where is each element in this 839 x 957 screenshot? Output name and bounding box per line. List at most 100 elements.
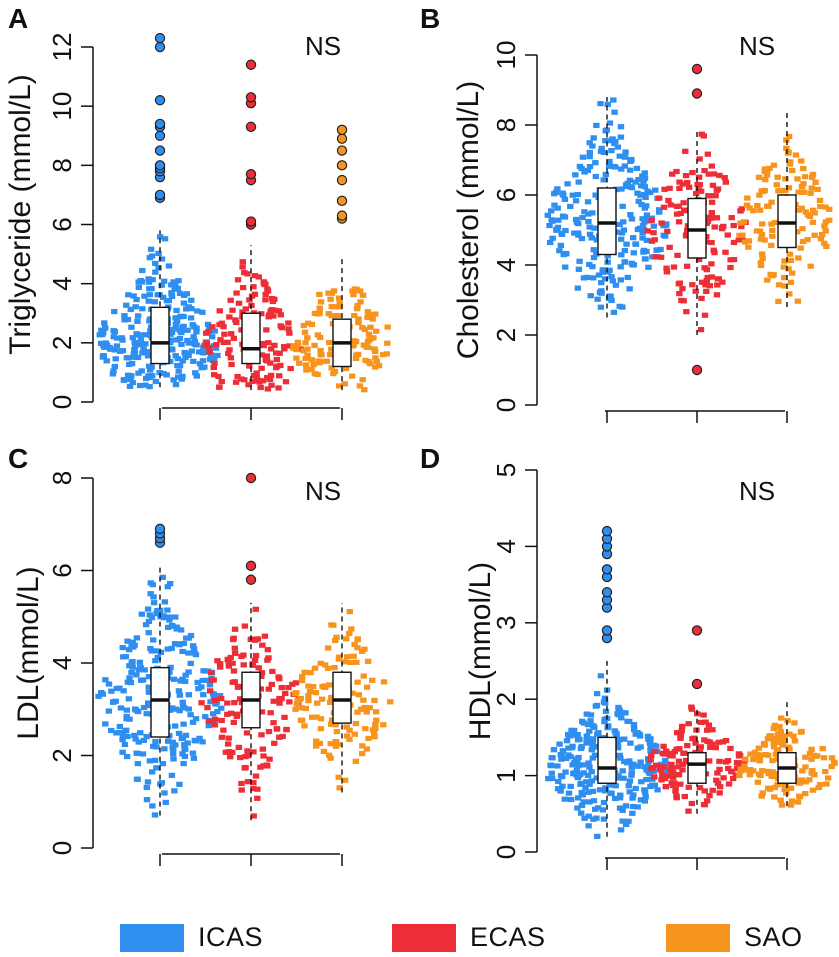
panel-a-icas-point [167,337,174,343]
panel-c-icas-point [190,755,198,761]
panel-c-sao-point [308,714,316,720]
panel-c-icas-point [161,599,169,605]
panel-d-letter: D [420,443,440,474]
panel-b-ecas-point [676,179,683,185]
panel-a-ecas-point [228,331,235,337]
panel-a-sao-point [335,304,343,310]
panel-c-sao-point [361,646,368,652]
panel-b-icas-point [602,138,609,144]
panel-c-sao-point [348,626,355,632]
panel-b-sao-point [736,232,743,239]
panel-b-sao-point [755,174,763,180]
panel-d-sao-point [769,757,776,764]
panel-b-icas-point [621,247,629,254]
panel-c-annotation: NS [305,476,341,506]
panel-c-ecas-point [214,658,221,664]
panel-a-icas-point [170,377,177,383]
panel-d-ecas-point [715,739,722,745]
panel-c-icas-point [180,721,187,727]
panel-c-sao-point [317,726,325,732]
panel-d-sao-point [764,736,772,742]
legend-label-ecas: ECAS [470,922,546,952]
panel-d-icas-point [593,691,601,697]
panel-c-sao-point [325,682,333,688]
panel-d-icas-point [586,781,593,787]
panel-b-icas-point [560,251,567,258]
panel-a-sao-point [366,312,373,318]
legend-item-ecas: ECAS [392,922,546,953]
panel-c-icas-point [143,797,151,803]
panel-d-icas-point [647,783,654,790]
panel-a-icas-outlier [154,41,166,53]
panel-a-ecas-point [270,313,277,319]
panel-c-sao-point [316,740,323,746]
panel-b-sao-point [794,298,802,304]
panel-b-ecas-point [727,264,734,271]
panel-a-icas-point [173,318,181,324]
panel-a-icas-point [114,335,121,341]
panel-c-ecas-point [229,660,236,666]
panel-c-sao-point [358,751,366,757]
panel-b-sao-point [737,220,744,226]
panel-b-sao-point [798,205,806,211]
panel-d-sao-point [760,740,768,747]
panel-b-icas-point [586,231,594,237]
panel-d-icas-point [590,798,598,804]
panel-d-ecas-point [705,722,713,728]
panel-d-icas-point [561,796,568,802]
panel-b-sao-point [798,183,806,190]
panel-a-ecas-point [246,297,253,303]
panel-c-sao-point [311,665,319,671]
panel-d-ecas-point [700,801,708,808]
panel-a-icas-point [146,384,153,390]
panel-c-ecas-point [225,663,233,669]
panel-c-icas-point [196,735,203,741]
panel-c-icas-point [119,732,127,738]
panel-d-ecas-point [651,774,658,780]
panel-a-sao-point [351,286,359,292]
panel-c-ecas-point [250,749,257,755]
panel-b-icas-point [604,269,612,275]
panel-d-icas-point [577,771,584,778]
panel-b-sao-point [754,202,761,209]
panel-a-icas-point [151,299,158,305]
panel-c-ecas-point [260,753,267,759]
panel-d-ecas-point [725,765,732,772]
panel-d-icas-point [627,740,634,746]
panel-d-icas-point [588,769,595,775]
panel-a-y-tick-label: 4 [47,276,77,290]
panel-d-sao-point [757,772,764,779]
panel-c-sao-point [363,709,370,715]
panel-a-icas-point [111,363,119,370]
panel-d-icas-point [577,745,585,752]
panel-b-icas-point [632,241,640,247]
panel-a-sao-point [353,306,361,312]
panel-c-ecas-point [231,645,239,651]
panel-d-sao-point [770,736,777,742]
panel-d-icas-point [626,758,633,764]
panel-b-icas-point [618,230,626,236]
panel-c-ecas-point [216,664,224,670]
panel-d-icas-point [580,770,587,776]
panel-b-ecas-point [708,210,716,216]
panel-d-icas-point [574,795,582,801]
panel-d-ecas-point [657,767,664,773]
panel-d-icas-point [652,743,660,749]
panel-c-sao-point [336,785,343,791]
panel-b-sao-point [771,219,779,226]
panel-a-icas-point [125,292,132,298]
panel-d-icas-point [585,813,592,819]
panel-c-icas-point [151,812,159,818]
panel-b-ecas-point [680,200,687,206]
panel-b-ecas-point [730,256,738,263]
panel-d-icas-point [593,702,601,709]
panel-a-icas-outlier [154,32,166,44]
panel-b-sao-point [785,133,793,140]
panel-c-sao-point [346,736,353,742]
panel-b-sao-point [795,255,802,261]
panel-a-icas-point [100,353,107,359]
panel-a-icas-point [145,298,152,304]
panel-c-sao-point [354,637,361,643]
panel-c-icas-point [164,607,171,613]
panel-b-ecas-point [713,215,721,221]
